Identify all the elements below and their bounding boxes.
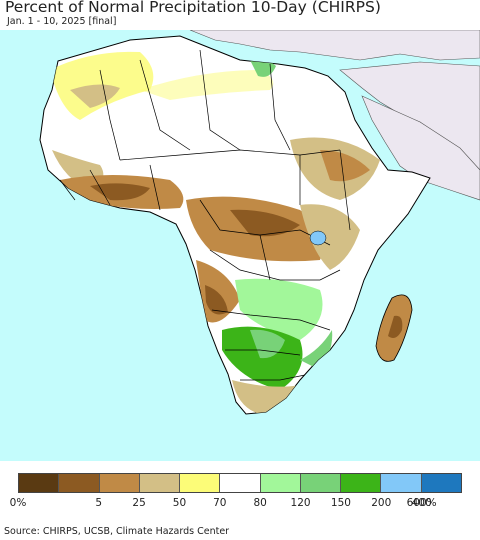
source-credit: Source: CHIRPS, UCSB, Climate Hazards Ce…	[4, 526, 230, 537]
legend-swatch	[381, 474, 422, 492]
legend-swatch	[220, 474, 261, 492]
country-borders	[59, 49, 351, 381]
legend-tick-label: 5	[95, 497, 103, 509]
legend-tick-label: 150	[330, 497, 351, 509]
legend-swatch	[341, 474, 382, 492]
legend-swatch	[59, 474, 100, 492]
legend-swatch	[260, 474, 301, 492]
legend-tick-label: 25	[132, 497, 146, 509]
legend-swatch	[139, 474, 181, 492]
legend-tick-label: 120	[290, 497, 311, 509]
legend-swatch	[421, 474, 461, 492]
legend-tick-label: 600%	[406, 497, 437, 509]
precipitation-map	[0, 30, 480, 461]
legend-swatch	[19, 474, 60, 492]
arabian-peninsula	[361, 95, 480, 201]
legend-tick-label: 200	[371, 497, 392, 509]
legend-swatch	[300, 474, 342, 492]
legend-tick-label: 70	[213, 497, 227, 509]
legend-swatch	[99, 474, 140, 492]
page-title: Percent of Normal Precipitation 10-Day (…	[5, 0, 381, 16]
legend-tick-label: 0%	[9, 497, 27, 509]
legend-swatch	[180, 474, 221, 492]
lake-victoria	[309, 230, 327, 246]
date-range-subtitle: Jan. 1 - 10, 2025 [final]	[7, 16, 117, 27]
legend-tick-label: 400	[411, 497, 432, 509]
legend-tick-label: 50	[172, 497, 187, 509]
europe-landmass	[189, 30, 480, 61]
legend-color-bar	[18, 473, 462, 493]
legend-tick-label: 80	[253, 497, 267, 509]
